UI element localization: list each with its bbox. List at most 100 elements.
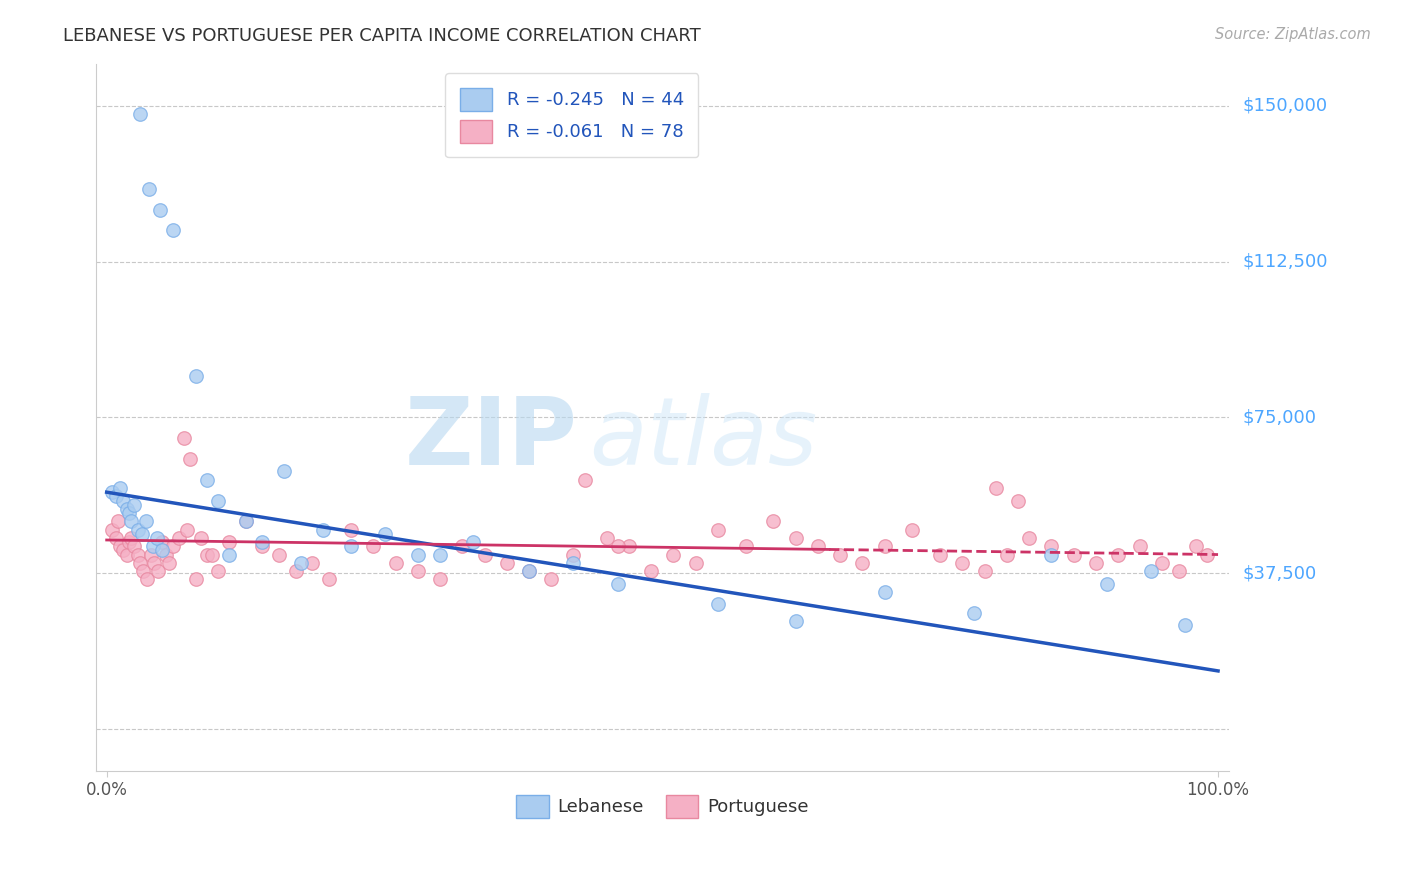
Point	[463, 535, 485, 549]
Point	[184, 368, 207, 383]
Point	[157, 556, 180, 570]
Point	[120, 514, 142, 528]
Point	[252, 539, 274, 553]
Point	[785, 614, 807, 628]
Point	[606, 539, 628, 553]
Text: ZIP: ZIP	[405, 392, 578, 484]
Point	[340, 539, 363, 553]
Point	[562, 548, 585, 562]
Point	[406, 564, 429, 578]
Point	[1063, 548, 1085, 562]
Point	[173, 431, 195, 445]
Point	[162, 539, 184, 553]
Point	[207, 493, 229, 508]
Point	[1195, 548, 1218, 562]
Point	[155, 548, 177, 562]
Point	[1174, 618, 1197, 632]
Text: $75,000: $75,000	[1243, 409, 1317, 426]
Point	[707, 523, 730, 537]
Point	[596, 531, 619, 545]
Point	[1007, 493, 1029, 508]
Point	[150, 535, 173, 549]
Point	[406, 548, 429, 562]
Point	[138, 182, 160, 196]
Point	[195, 548, 218, 562]
Point	[115, 501, 138, 516]
Point	[929, 548, 952, 562]
Point	[1185, 539, 1208, 553]
Point	[340, 523, 363, 537]
Text: atlas: atlas	[589, 393, 817, 484]
Point	[429, 573, 451, 587]
Point	[112, 543, 135, 558]
Point	[873, 539, 896, 553]
Point	[162, 223, 184, 237]
Point	[127, 548, 149, 562]
Point	[517, 564, 540, 578]
Point	[373, 526, 395, 541]
Point	[101, 485, 124, 500]
Point	[384, 556, 406, 570]
Point	[124, 539, 146, 553]
Point	[107, 514, 129, 528]
Point	[104, 489, 127, 503]
Point	[127, 523, 149, 537]
Point	[118, 535, 141, 549]
Point	[135, 573, 157, 587]
Point	[1168, 564, 1191, 578]
Point	[995, 548, 1018, 562]
Point	[252, 535, 274, 549]
Text: Source: ZipAtlas.com: Source: ZipAtlas.com	[1215, 27, 1371, 42]
Point	[284, 564, 307, 578]
Point	[1095, 576, 1118, 591]
Point	[146, 564, 169, 578]
Point	[1084, 556, 1107, 570]
Point	[129, 556, 152, 570]
Point	[235, 514, 257, 528]
Point	[218, 548, 240, 562]
Point	[973, 564, 995, 578]
Point	[195, 473, 218, 487]
Point	[145, 531, 167, 545]
Point	[167, 531, 190, 545]
Point	[830, 548, 852, 562]
Point	[104, 531, 127, 545]
Point	[273, 464, 295, 478]
Point	[235, 514, 257, 528]
Text: $150,000: $150,000	[1243, 96, 1327, 115]
Point	[124, 498, 146, 512]
Point	[1129, 539, 1152, 553]
Point	[1040, 539, 1063, 553]
Point	[685, 556, 707, 570]
Point	[540, 573, 562, 587]
Point	[190, 531, 212, 545]
Point	[143, 556, 166, 570]
Point	[617, 539, 640, 553]
Text: LEBANESE VS PORTUGUESE PER CAPITA INCOME CORRELATION CHART: LEBANESE VS PORTUGUESE PER CAPITA INCOME…	[63, 27, 702, 45]
Point	[901, 523, 924, 537]
Point	[562, 556, 585, 570]
Point	[495, 556, 517, 570]
Point	[1040, 548, 1063, 562]
Point	[129, 107, 152, 121]
Point	[267, 548, 290, 562]
Point	[984, 481, 1007, 495]
Text: $112,500: $112,500	[1243, 252, 1329, 270]
Point	[429, 548, 451, 562]
Point	[574, 473, 596, 487]
Point	[290, 556, 312, 570]
Point	[120, 531, 142, 545]
Point	[363, 539, 385, 553]
Point	[176, 523, 198, 537]
Point	[707, 598, 730, 612]
Point	[606, 576, 628, 591]
Point	[101, 523, 124, 537]
Legend: Lebanese, Portuguese: Lebanese, Portuguese	[509, 788, 815, 825]
Point	[1107, 548, 1129, 562]
Point	[807, 539, 830, 553]
Point	[1018, 531, 1040, 545]
Point	[149, 202, 172, 217]
Point	[662, 548, 685, 562]
Point	[851, 556, 873, 570]
Point	[474, 548, 496, 562]
